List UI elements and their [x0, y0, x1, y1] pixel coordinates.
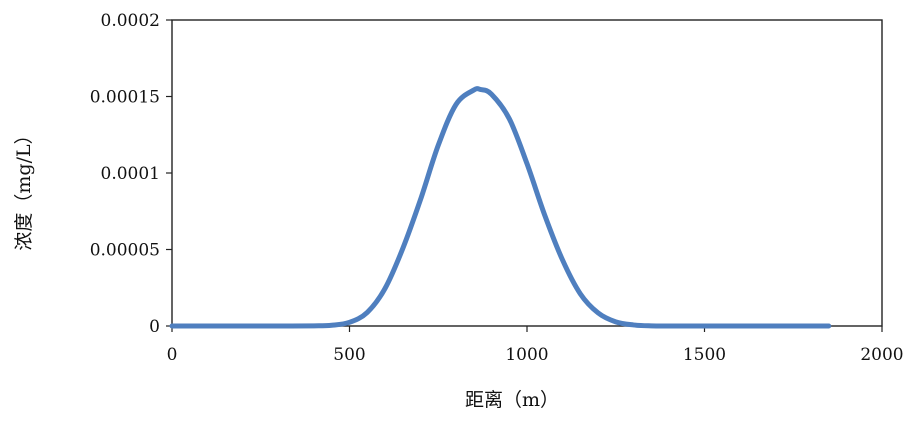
y-axis-ticks: 0 0.00005 0.0001 0.00015 0.0002: [90, 11, 172, 337]
series-line: [169, 86, 832, 329]
x-axis-title: 距离（m）: [465, 389, 559, 411]
y-tick-label: 0.00005: [90, 241, 160, 261]
y-tick-label: 0: [149, 317, 160, 337]
plot-frame: [171, 19, 883, 327]
series-layer: [169, 86, 832, 329]
x-tick-label: 2000: [860, 345, 903, 365]
y-tick-label: 0.0001: [101, 164, 160, 184]
x-tick-label: 0: [167, 345, 178, 365]
x-tick-label: 1500: [683, 345, 726, 365]
y-axis-title: 浓度（mg/L）: [13, 125, 35, 250]
y-tick-label: 0.00015: [90, 88, 160, 108]
x-tick-label: 500: [333, 345, 365, 365]
x-axis-ticks: 0 500 1000 1500 2000: [167, 326, 904, 365]
x-tick-label: 1000: [505, 345, 548, 365]
y-tick-label: 0.0002: [101, 11, 160, 31]
